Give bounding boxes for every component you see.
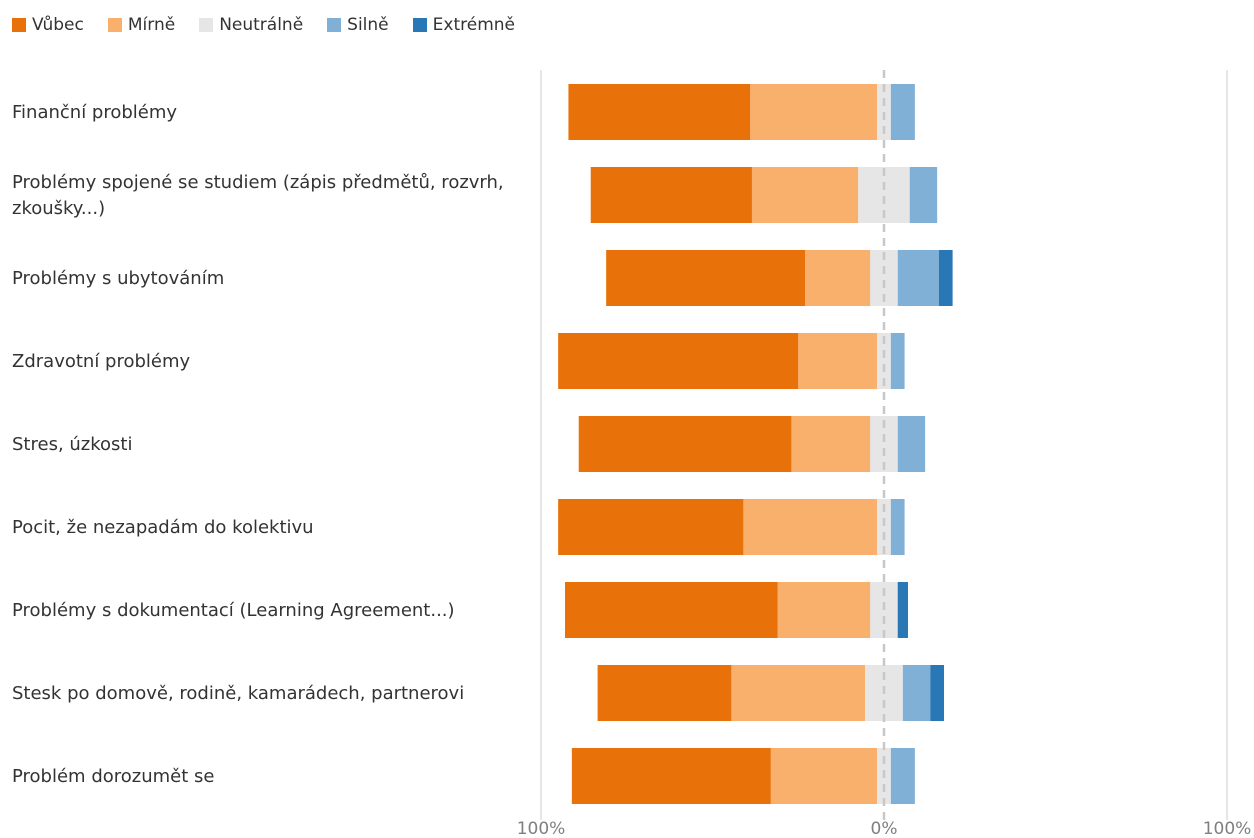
bar-segment: [558, 499, 744, 555]
category-label: Problémy spojené se studiem (zápis předm…: [12, 172, 504, 219]
category-label-line: Problém dorozumět se: [12, 766, 214, 787]
chart-legend: Vůbec Mírně Neutrálně Silně Extrémně: [12, 12, 539, 38]
category-label: Problémy s ubytováním: [12, 268, 224, 289]
bar-segment: [777, 582, 871, 638]
category-label-line: Zdravotní problémy: [12, 351, 191, 372]
category-label-line: Problémy s ubytováním: [12, 268, 224, 289]
legend-swatch: [412, 18, 427, 32]
bar-segment: [890, 499, 905, 555]
x-tick-label: 100%: [1203, 819, 1252, 838]
bar-segment: [751, 167, 859, 223]
bar-segment: [938, 250, 953, 306]
category-label: Stesk po domově, rodině, kamarádech, par…: [12, 683, 464, 704]
category-label: Stres, úzkosti: [12, 434, 132, 455]
legend-label: Vůbec: [32, 15, 84, 35]
x-tick-label: 100%: [517, 819, 566, 838]
bar-segment: [791, 416, 871, 472]
bar-segment: [770, 748, 878, 804]
legend-swatch: [327, 18, 342, 32]
bar-segment: [558, 333, 799, 389]
bar-segment: [897, 250, 939, 306]
bar-segment: [798, 333, 878, 389]
bar-segment: [897, 416, 926, 472]
legend-item: Silně: [327, 15, 389, 35]
bar-segment: [805, 250, 871, 306]
category-labels-group: Finanční problémy Problémy spojené se stu…: [12, 102, 504, 787]
bar-segment: [890, 84, 915, 140]
category-label-line: Problémy spojené se studiem (zápis předm…: [12, 172, 504, 193]
x-tick-label: 0%: [871, 819, 898, 838]
legend-item: Vůbec: [12, 15, 84, 35]
legend-swatch: [107, 18, 122, 32]
category-label-line: Stesk po domově, rodině, kamarádech, par…: [12, 683, 464, 704]
bar-segment: [565, 582, 778, 638]
legend-item: Extrémně: [412, 15, 515, 35]
bar-segment: [930, 665, 945, 721]
bar-segment: [743, 499, 878, 555]
category-label-line: Problémy s dokumentací (Learning Agreeme…: [12, 600, 455, 621]
bar-segment: [568, 84, 751, 140]
legend-label: Mírně: [127, 15, 176, 35]
bar-segment: [750, 84, 878, 140]
bar-segment: [897, 582, 909, 638]
bar-segment: [578, 416, 792, 472]
category-label: Zdravotní problémy: [12, 351, 191, 372]
category-label-line: Finanční problémy: [12, 102, 177, 123]
category-label-line: zkoušky...): [12, 198, 105, 219]
category-label-line: Stres, úzkosti: [12, 434, 132, 455]
bar-segment: [902, 665, 931, 721]
bar-segment: [877, 333, 891, 389]
bar-segment: [590, 167, 752, 223]
bar-segment: [731, 665, 866, 721]
category-label: Finanční problémy: [12, 102, 177, 123]
category-label: Problém dorozumět se: [12, 766, 214, 787]
legend-swatch: [12, 18, 26, 32]
legend-item: Mírně: [107, 15, 176, 35]
category-label: Pocit, že nezapadám do kolektivu: [12, 517, 314, 538]
bar-segment: [877, 499, 891, 555]
bars-group: [558, 84, 953, 804]
bar-segment: [597, 665, 732, 721]
category-label: Problémy s dokumentací (Learning Agreeme…: [12, 600, 455, 621]
legend-label: Neutrálně: [219, 15, 304, 35]
legend-label: Silně: [347, 15, 389, 35]
bar-segment: [909, 167, 938, 223]
category-label-line: Pocit, že nezapadám do kolektivu: [12, 517, 314, 538]
bar-segment: [606, 250, 806, 306]
bar-segment: [890, 748, 915, 804]
legend-label: Extrémně: [432, 15, 515, 35]
legend-swatch: [199, 18, 214, 32]
bar-segment: [571, 748, 771, 804]
x-tick-labels-group: 100% 0% 100%: [517, 819, 1252, 838]
bar-segment: [890, 333, 905, 389]
legend-item: Neutrálně: [199, 15, 303, 35]
